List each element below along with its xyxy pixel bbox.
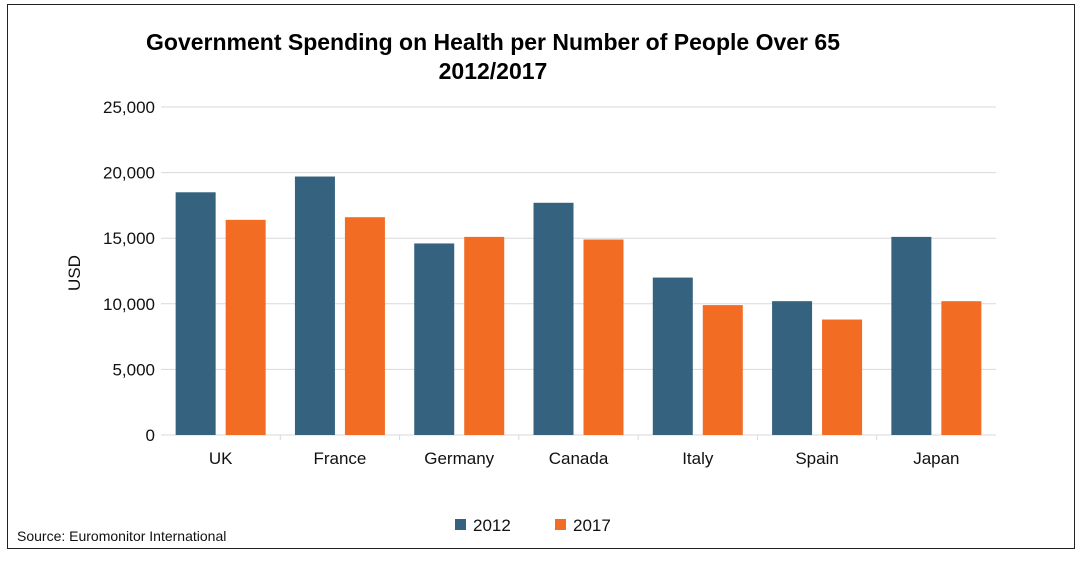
bar-2017-spain: [822, 319, 863, 435]
legend-swatch: [555, 519, 566, 530]
bar-2012-japan: [891, 236, 932, 435]
source-note: Source: Euromonitor International: [17, 528, 226, 544]
x-tick-label: France: [313, 449, 366, 468]
legend-label: 2012: [473, 516, 511, 535]
bar-2017-uk: [225, 219, 266, 435]
bar-2017-canada: [583, 239, 624, 435]
bar-2017-italy: [702, 305, 743, 435]
bar-2012-italy: [652, 277, 693, 435]
x-tick-label: Spain: [795, 449, 838, 468]
bar-2017-germany: [464, 236, 505, 435]
bars: [175, 176, 982, 435]
x-tick-label: Japan: [913, 449, 959, 468]
gridlines: [161, 106, 996, 436]
chart-title: Government Spending on Health per Number…: [146, 29, 840, 55]
bar-2017-france: [344, 217, 385, 435]
legend-swatch: [455, 519, 466, 530]
y-tick-label: 25,000: [103, 98, 155, 117]
legend-label: 2017: [573, 516, 611, 535]
bar-2017-japan: [941, 301, 982, 435]
chart-subtitle: 2012/2017: [439, 58, 548, 84]
x-tick-label: Canada: [549, 449, 609, 468]
bar-2012-canada: [533, 202, 574, 435]
y-tick-label: 5,000: [112, 360, 155, 379]
y-tick-label: 0: [146, 426, 155, 445]
x-tick-label: Germany: [424, 449, 494, 468]
y-tick-label: 20,000: [103, 164, 155, 183]
x-tick-label: Italy: [682, 449, 714, 468]
bar-2012-germany: [414, 243, 455, 435]
y-tick-label: 10,000: [103, 295, 155, 314]
y-tick-label: 15,000: [103, 229, 155, 248]
x-axis-ticks: UK France Germany Canada Italy Spain Japan: [209, 435, 960, 468]
bar-2012-uk: [175, 192, 216, 435]
x-tick-label: UK: [209, 449, 233, 468]
bar-2012-spain: [772, 301, 813, 435]
bar-2012-france: [294, 176, 335, 435]
y-axis-ticks: 0 5,000 10,000 15,000 20,000 25,000: [103, 98, 155, 445]
legend: 2012 2017: [455, 516, 611, 535]
y-axis-label: USD: [65, 255, 84, 291]
